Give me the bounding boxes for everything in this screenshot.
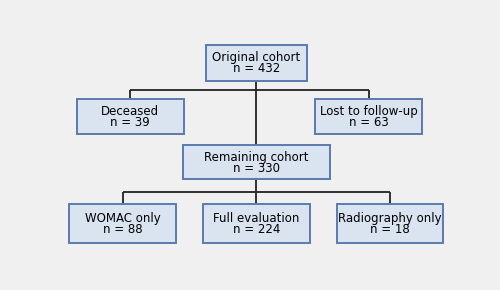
FancyBboxPatch shape: [206, 45, 306, 81]
Text: n = 39: n = 39: [110, 116, 150, 129]
Text: Remaining cohort: Remaining cohort: [204, 151, 308, 164]
Text: n = 88: n = 88: [103, 223, 142, 236]
FancyBboxPatch shape: [316, 99, 422, 134]
FancyBboxPatch shape: [203, 204, 310, 243]
FancyBboxPatch shape: [336, 204, 443, 243]
Text: n = 224: n = 224: [232, 223, 280, 236]
Text: Full evaluation: Full evaluation: [213, 212, 300, 225]
Text: Lost to follow-up: Lost to follow-up: [320, 105, 418, 118]
Text: n = 432: n = 432: [232, 62, 280, 75]
FancyBboxPatch shape: [70, 204, 176, 243]
Text: n = 330: n = 330: [233, 162, 280, 175]
Text: WOMAC only: WOMAC only: [84, 212, 160, 225]
FancyBboxPatch shape: [182, 145, 330, 180]
Text: n = 18: n = 18: [370, 223, 410, 236]
Text: Deceased: Deceased: [101, 105, 160, 118]
Text: Original cohort: Original cohort: [212, 51, 300, 64]
Text: Radiography only: Radiography only: [338, 212, 442, 225]
Text: n = 63: n = 63: [349, 116, 389, 129]
FancyBboxPatch shape: [77, 99, 184, 134]
